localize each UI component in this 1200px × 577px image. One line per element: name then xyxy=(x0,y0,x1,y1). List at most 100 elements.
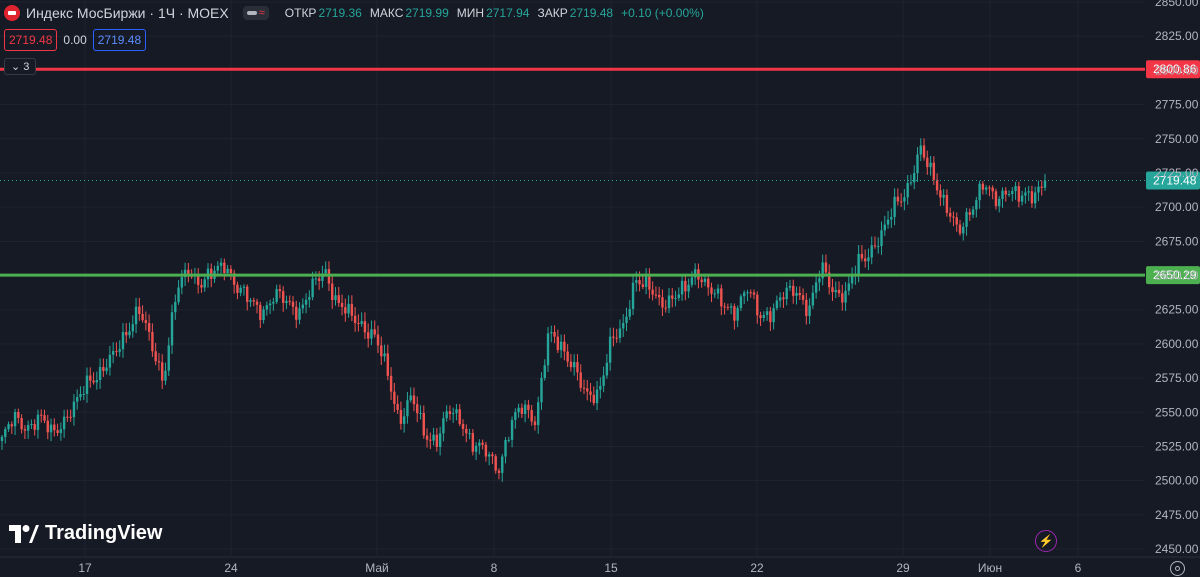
gear-icon[interactable] xyxy=(1170,561,1185,576)
candle-body xyxy=(435,434,439,447)
x-tick-label: Май xyxy=(365,561,389,575)
candle-body xyxy=(641,284,645,287)
candle-body xyxy=(605,362,609,376)
candle-body xyxy=(550,332,553,334)
low-label: МИН xyxy=(456,6,485,20)
x-tick-label: 17 xyxy=(78,561,92,575)
candle-body xyxy=(196,274,200,285)
candle-body xyxy=(111,351,115,355)
candle-body xyxy=(115,351,118,353)
candle-body xyxy=(226,268,229,274)
candle-body xyxy=(17,411,20,419)
candle-body xyxy=(295,306,298,320)
candle-body xyxy=(713,293,716,295)
candle-body xyxy=(281,291,285,303)
candle-body xyxy=(92,380,95,383)
candle-body xyxy=(151,331,154,352)
candle-body xyxy=(615,337,618,339)
candle-body xyxy=(559,341,563,351)
indicators-collapse-button[interactable]: ⌄ 3 xyxy=(4,58,37,75)
candle-body xyxy=(798,292,801,296)
candle-body xyxy=(1024,192,1027,196)
candle-body xyxy=(252,300,255,302)
candle-body xyxy=(569,361,573,368)
y-tick-label: 2525.00 xyxy=(1155,439,1199,453)
candle-body xyxy=(850,276,854,284)
candle-body xyxy=(1011,191,1014,195)
buy-button[interactable]: 2719.48 xyxy=(92,29,147,51)
candle-body xyxy=(873,245,877,247)
candle-body xyxy=(899,201,903,203)
close-value: 2719.48 xyxy=(569,6,614,20)
sell-button[interactable]: 2719.48 xyxy=(4,29,58,51)
candle-body xyxy=(707,278,710,288)
candle-body xyxy=(36,414,40,430)
candle-body xyxy=(729,306,733,308)
visibility-toggle[interactable]: ≈ xyxy=(242,6,269,20)
candle-body xyxy=(693,269,697,278)
level-label: 2650.29 xyxy=(1153,268,1197,282)
y-tick-label: 2700.00 xyxy=(1155,200,1199,214)
candle-body xyxy=(841,293,844,303)
candle-body xyxy=(703,278,707,283)
candle-body xyxy=(180,277,184,288)
y-tick-label: 2450.00 xyxy=(1155,542,1199,556)
candle-body xyxy=(677,294,681,298)
candle-body xyxy=(808,305,811,316)
candle-body xyxy=(968,212,971,215)
candle-body xyxy=(259,304,262,321)
candle-body xyxy=(272,301,275,304)
candle-body xyxy=(314,278,318,280)
x-tick-label: 29 xyxy=(896,561,910,575)
candle-body xyxy=(288,300,291,302)
symbol-title[interactable]: Индекс МосБиржи · 1Ч · MOEX xyxy=(26,5,229,21)
candle-body xyxy=(546,333,550,366)
candle-body xyxy=(138,306,141,315)
candle-body xyxy=(118,349,121,352)
ohlc-values: ОТКР 2719.36 МАКС 2719.99 МИН 2717.94 ЗА… xyxy=(285,6,710,20)
candle-body xyxy=(121,332,125,350)
candle-body xyxy=(824,262,828,273)
candle-body xyxy=(939,190,942,198)
candle-body xyxy=(487,454,491,457)
candle-body xyxy=(622,323,625,329)
candle-body xyxy=(883,224,886,231)
candle-body xyxy=(860,253,864,259)
candle-body xyxy=(726,306,730,308)
candle-body xyxy=(177,287,180,303)
level-label: 2800.86 xyxy=(1153,62,1197,76)
candle-body xyxy=(877,246,880,248)
candle-body xyxy=(631,282,635,309)
lightning-icon[interactable]: ⚡ xyxy=(1035,530,1057,552)
candle-body xyxy=(40,414,43,416)
candle-body xyxy=(402,416,406,424)
candle-body xyxy=(442,418,445,434)
candle-body xyxy=(422,412,425,436)
candle-body xyxy=(141,314,144,321)
candle-body xyxy=(1004,190,1007,195)
candle-body xyxy=(59,429,63,433)
candle-body xyxy=(844,290,847,303)
candle-body xyxy=(890,216,893,220)
candle-body xyxy=(517,407,520,413)
candle-body xyxy=(291,301,295,307)
candle-body xyxy=(1001,190,1004,199)
candle-body xyxy=(975,200,978,210)
candle-body xyxy=(501,456,504,473)
candle-body xyxy=(893,196,896,217)
candle-body xyxy=(984,187,988,190)
y-tick-label: 2575.00 xyxy=(1155,371,1199,385)
high-label: МАКС xyxy=(369,6,404,20)
candle-body xyxy=(857,253,860,275)
x-tick-label: Июн xyxy=(978,561,1002,575)
candle-body xyxy=(913,173,916,183)
candle-body xyxy=(648,276,651,290)
candle-body xyxy=(831,287,834,293)
candle-body xyxy=(919,145,922,155)
candle-body xyxy=(778,297,782,301)
candle-body xyxy=(926,157,929,168)
candle-body xyxy=(589,391,592,395)
candle-body xyxy=(406,400,409,417)
candle-body xyxy=(765,311,769,316)
